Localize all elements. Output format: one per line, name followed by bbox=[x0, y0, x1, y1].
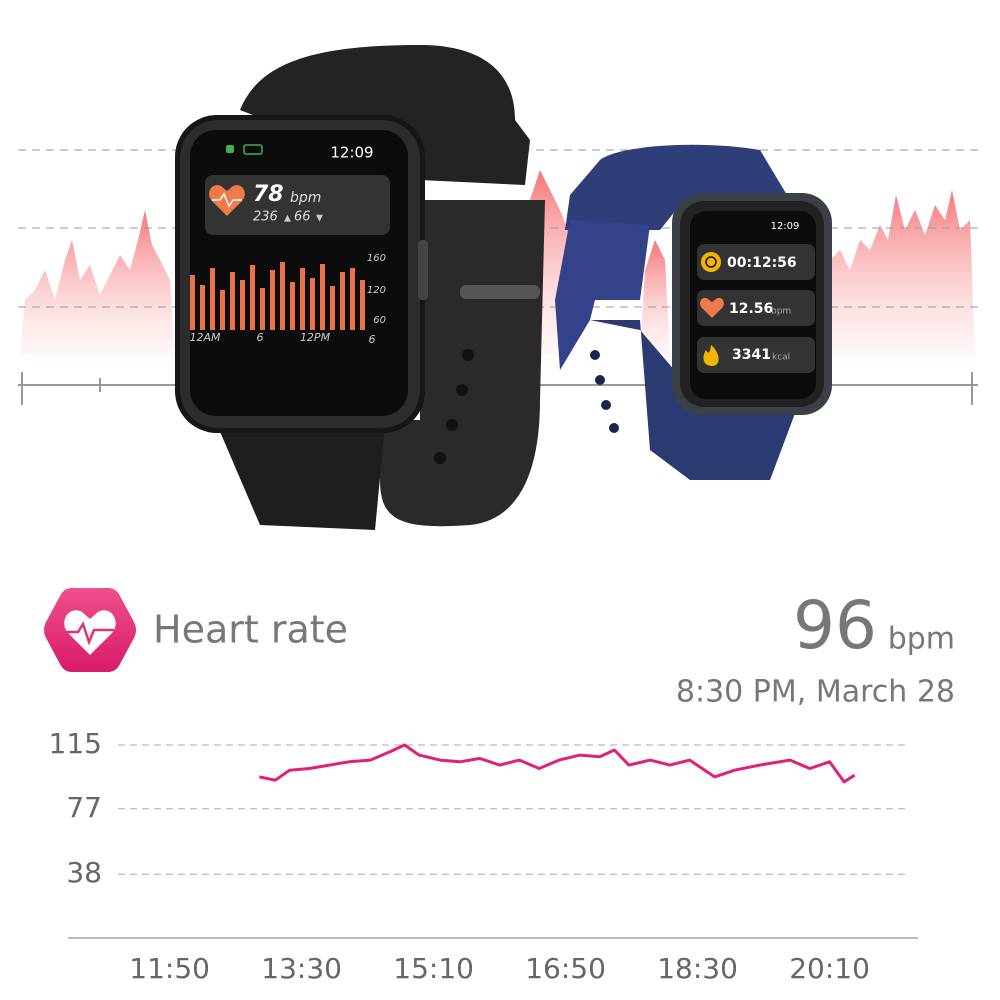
decoration bbox=[212, 192, 242, 208]
mini-y-tick: 120 bbox=[367, 285, 386, 296]
mini-x-tick: 6 bbox=[257, 331, 264, 344]
decoration bbox=[20, 210, 175, 355]
decoration: ▼ bbox=[316, 214, 323, 224]
watch-time: 12:09 bbox=[330, 144, 373, 162]
decoration bbox=[280, 262, 285, 330]
decoration bbox=[240, 280, 245, 330]
decoration bbox=[220, 290, 225, 330]
mini-x-tick: 6 bbox=[369, 333, 376, 346]
decoration bbox=[243, 144, 263, 155]
mini-y-tick: 60 bbox=[373, 315, 386, 326]
decoration bbox=[230, 272, 235, 330]
timer: 00:12:56 bbox=[727, 255, 797, 271]
decoration bbox=[701, 252, 721, 272]
heart-rate-line bbox=[259, 743, 856, 784]
decoration bbox=[601, 400, 611, 410]
heart-unit: bpm bbox=[771, 307, 791, 317]
calories: 3341 bbox=[732, 347, 771, 363]
decoration bbox=[270, 270, 275, 330]
decoration bbox=[310, 278, 315, 330]
decoration bbox=[210, 268, 215, 330]
y-tick-label: 77 bbox=[66, 791, 102, 824]
decoration bbox=[200, 285, 205, 330]
x-tick-label: 15:10 bbox=[393, 952, 474, 985]
decoration bbox=[565, 144, 790, 230]
calorie-unit: kcal bbox=[772, 353, 790, 363]
decoration bbox=[66, 621, 114, 646]
decoration bbox=[226, 145, 234, 153]
mini-x-tick: 12AM bbox=[189, 331, 221, 344]
y-tick-label: 115 bbox=[49, 727, 102, 760]
decoration bbox=[190, 275, 195, 330]
decoration bbox=[705, 256, 717, 268]
mini-y-tick: 160 bbox=[367, 253, 386, 264]
decoration bbox=[290, 282, 295, 330]
x-tick-label: 20:10 bbox=[789, 952, 870, 985]
heart-icon bbox=[44, 588, 136, 672]
decoration bbox=[260, 288, 265, 330]
heart-rate-value: 78 bbox=[253, 182, 284, 207]
small-watch bbox=[555, 144, 832, 480]
decoration bbox=[230, 200, 545, 527]
timestamp: 8:30 PM, March 28 bbox=[676, 675, 955, 710]
decoration bbox=[640, 240, 670, 355]
decoration bbox=[697, 244, 815, 280]
decoration bbox=[609, 423, 619, 433]
section-title: Heart rate bbox=[153, 608, 348, 652]
decoration bbox=[190, 262, 365, 330]
decoration bbox=[697, 290, 815, 326]
decoration bbox=[418, 240, 428, 300]
decoration bbox=[320, 264, 325, 330]
decoration bbox=[595, 375, 605, 385]
heart-rate-unit: bpm bbox=[290, 190, 321, 206]
decoration bbox=[555, 220, 650, 370]
decoration bbox=[205, 175, 390, 235]
decoration bbox=[300, 268, 305, 330]
decoration bbox=[434, 452, 446, 464]
min-rate: 66 bbox=[294, 210, 311, 225]
decoration bbox=[825, 190, 975, 355]
decoration bbox=[446, 419, 458, 431]
decoration bbox=[460, 285, 540, 299]
x-tick-label: 11:50 bbox=[129, 952, 210, 985]
decoration bbox=[190, 130, 408, 416]
mini-x-tick: 12PM bbox=[300, 331, 331, 344]
decoration: ▲ bbox=[284, 214, 291, 224]
decoration bbox=[360, 280, 365, 330]
decoration bbox=[703, 345, 719, 366]
decoration bbox=[64, 610, 116, 655]
decoration bbox=[215, 420, 385, 530]
watch-time: 12:09 bbox=[771, 221, 800, 232]
y-tick-label: 38 bbox=[66, 856, 102, 889]
x-tick-label: 16:50 bbox=[525, 952, 606, 985]
decoration bbox=[590, 350, 600, 360]
x-tick-label: 13:30 bbox=[261, 952, 342, 985]
decoration bbox=[462, 349, 474, 361]
decoration bbox=[240, 45, 530, 185]
current-rate: 96 bbox=[793, 587, 877, 664]
decoration bbox=[350, 268, 355, 330]
decoration bbox=[456, 384, 468, 396]
decoration bbox=[340, 272, 345, 330]
decoration bbox=[330, 286, 335, 330]
decoration bbox=[250, 265, 255, 330]
decoration bbox=[700, 297, 724, 318]
large-watch: ▲ ▼ bbox=[175, 45, 545, 530]
decoration bbox=[697, 337, 815, 373]
max-rate: 236 bbox=[253, 210, 278, 225]
current-rate-unit: bpm bbox=[888, 622, 955, 657]
x-tick-label: 18:30 bbox=[657, 952, 738, 985]
heart-value: 12.56 bbox=[729, 301, 773, 317]
